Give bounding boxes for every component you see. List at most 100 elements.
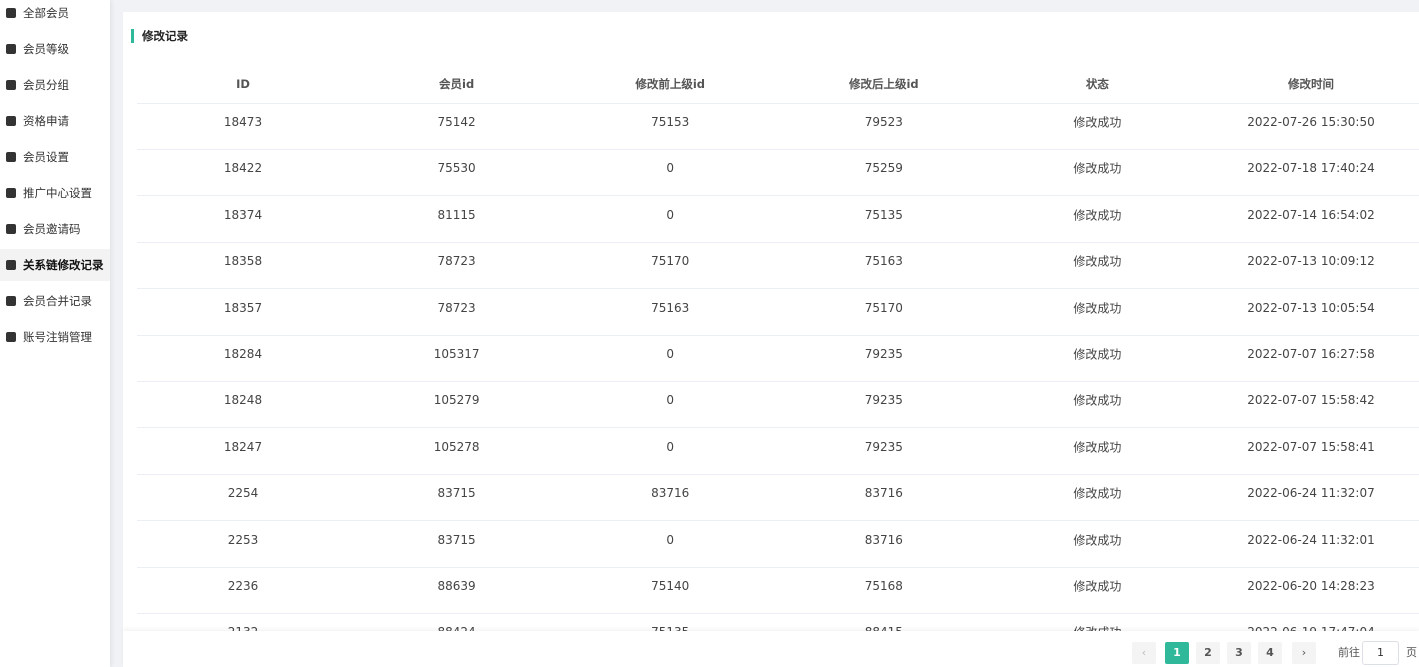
menu-item[interactable]: 会员分组 <box>0 69 110 101</box>
menu-item[interactable]: 推广中心设置 <box>0 177 110 209</box>
table-cell: 81115 <box>437 207 476 222</box>
menu-item[interactable]: 会员合并记录 <box>0 285 110 317</box>
table-cell: 75168 <box>864 579 903 593</box>
menu-icon <box>6 116 16 126</box>
table-cell: 2022-07-07 16:27:58 <box>1247 347 1375 361</box>
menu-icon <box>6 152 16 162</box>
row-divider <box>137 103 1419 104</box>
page-button[interactable]: 2 <box>1196 642 1220 664</box>
table-cell: 79523 <box>864 115 903 129</box>
menu-icon <box>6 188 16 198</box>
goto-input[interactable]: 1 <box>1362 641 1399 665</box>
table-cell: 79235 <box>864 393 903 408</box>
menu-label: 关系链修改记录 <box>23 258 104 272</box>
table-cell: 修改成功 <box>1073 347 1122 362</box>
table-cell: 修改成功 <box>1073 161 1122 176</box>
menu-item[interactable]: 资格申请 <box>0 105 110 137</box>
table-cell: 2022-07-07 15:58:41 <box>1247 439 1375 454</box>
column-header: 修改前上级id <box>635 77 706 91</box>
menu-item[interactable]: 账号注销管理 <box>0 321 110 353</box>
table-cell: 18422 <box>223 161 263 176</box>
menu-label: 会员分组 <box>23 78 69 92</box>
table-cell: 0 <box>666 347 674 361</box>
column-header: 会员id <box>439 77 475 91</box>
row-divider <box>137 288 1419 290</box>
menu-item[interactable]: 关系链修改记录 <box>0 249 110 281</box>
table-cell: 0 <box>666 207 674 222</box>
table-cell: 修改成功 <box>1073 208 1122 223</box>
table-cell: 2022-07-18 17:40:24 <box>1247 161 1375 176</box>
card-title: 修改记录 <box>142 29 188 43</box>
menu-label: 推广中心设置 <box>23 186 92 200</box>
next-button[interactable]: › <box>1292 642 1316 664</box>
menu-item[interactable]: 全部会员 <box>0 0 110 29</box>
table-cell: 83715 <box>437 532 476 547</box>
table-cell: 2022-07-13 10:05:54 <box>1247 300 1375 315</box>
page-button[interactable]: 3 <box>1227 642 1251 664</box>
table-cell: 修改成功 <box>1073 486 1122 501</box>
table-cell: 2253 <box>227 532 259 547</box>
table-cell: 105317 <box>433 347 480 361</box>
column-header: 修改时间 <box>1288 77 1334 91</box>
table-cell: 75142 <box>437 115 476 129</box>
table-cell: 83716 <box>864 486 903 501</box>
table-cell: 2022-06-24 11:32:01 <box>1247 532 1375 547</box>
row-divider <box>137 334 1419 336</box>
page-button[interactable]: 4 <box>1258 642 1282 664</box>
table-cell: 2022-07-14 16:54:02 <box>1247 207 1375 222</box>
menu-item[interactable]: 会员设置 <box>0 141 110 173</box>
row-divider <box>137 195 1419 197</box>
menu-label: 资格申请 <box>23 114 69 128</box>
table-cell: 0 <box>666 393 674 408</box>
menu-label: 会员邀请码 <box>23 222 81 236</box>
table-cell: 105279 <box>433 393 480 408</box>
row-divider <box>137 566 1419 568</box>
table-cell: 修改成功 <box>1073 533 1122 548</box>
table-cell: 修改成功 <box>1073 254 1122 269</box>
table-cell: 2236 <box>227 579 259 593</box>
table-cell: 修改成功 <box>1073 301 1122 316</box>
menu-item[interactable]: 会员等级 <box>0 33 110 65</box>
menu-icon <box>6 224 16 234</box>
menu-item[interactable]: 会员邀请码 <box>0 213 110 245</box>
row-divider <box>137 473 1419 475</box>
table-cell: 75140 <box>651 579 690 593</box>
title-accent <box>131 29 134 43</box>
table-cell: 修改成功 <box>1073 115 1122 130</box>
table-cell: 75170 <box>651 254 690 269</box>
row-divider <box>137 520 1419 522</box>
table-cell: 18358 <box>223 254 263 269</box>
menu-icon <box>6 44 16 54</box>
column-header: ID <box>236 77 250 91</box>
table-cell: 75153 <box>651 115 690 129</box>
table-cell: 0 <box>666 532 674 547</box>
page-unit: 页 <box>1406 646 1417 659</box>
table-cell: 78723 <box>437 254 476 269</box>
table-cell: 2022-07-07 15:58:42 <box>1247 393 1375 408</box>
menu-icon <box>6 332 16 342</box>
card: 修改记录 ID 会员id 修改前上级id 修改后上级id 状态 修改时间 18473 7514… <box>123 12 1419 667</box>
table-cell: 78723 <box>437 300 476 315</box>
row-divider <box>137 427 1419 429</box>
table-cell: 18357 <box>223 300 263 315</box>
row-divider <box>137 381 1419 382</box>
table-cell: 2254 <box>227 486 259 501</box>
table-cell: 88639 <box>437 579 476 593</box>
goto-label: 前往 <box>1338 646 1360 659</box>
table-cell: 修改成功 <box>1073 579 1122 594</box>
page-button[interactable]: 1 <box>1165 642 1189 664</box>
table-cell: 2022-06-20 14:28:23 <box>1247 579 1375 593</box>
column-header: 修改后上级id <box>848 77 919 91</box>
prev-button[interactable]: ‹ <box>1132 642 1156 664</box>
table-cell: 83716 <box>651 486 690 501</box>
table-cell: 83715 <box>437 486 476 501</box>
table-cell: 79235 <box>864 347 903 361</box>
menu-label: 账号注销管理 <box>23 330 92 344</box>
row-divider <box>137 613 1419 614</box>
menu-icon <box>6 8 16 18</box>
table-cell: 75530 <box>437 161 476 176</box>
sidebar: 全部会员会员等级会员分组资格申请会员设置推广中心设置 会员邀请码关系链修改记录会员… <box>0 0 110 667</box>
table-cell: 79235 <box>864 439 903 454</box>
row-divider <box>137 149 1419 150</box>
